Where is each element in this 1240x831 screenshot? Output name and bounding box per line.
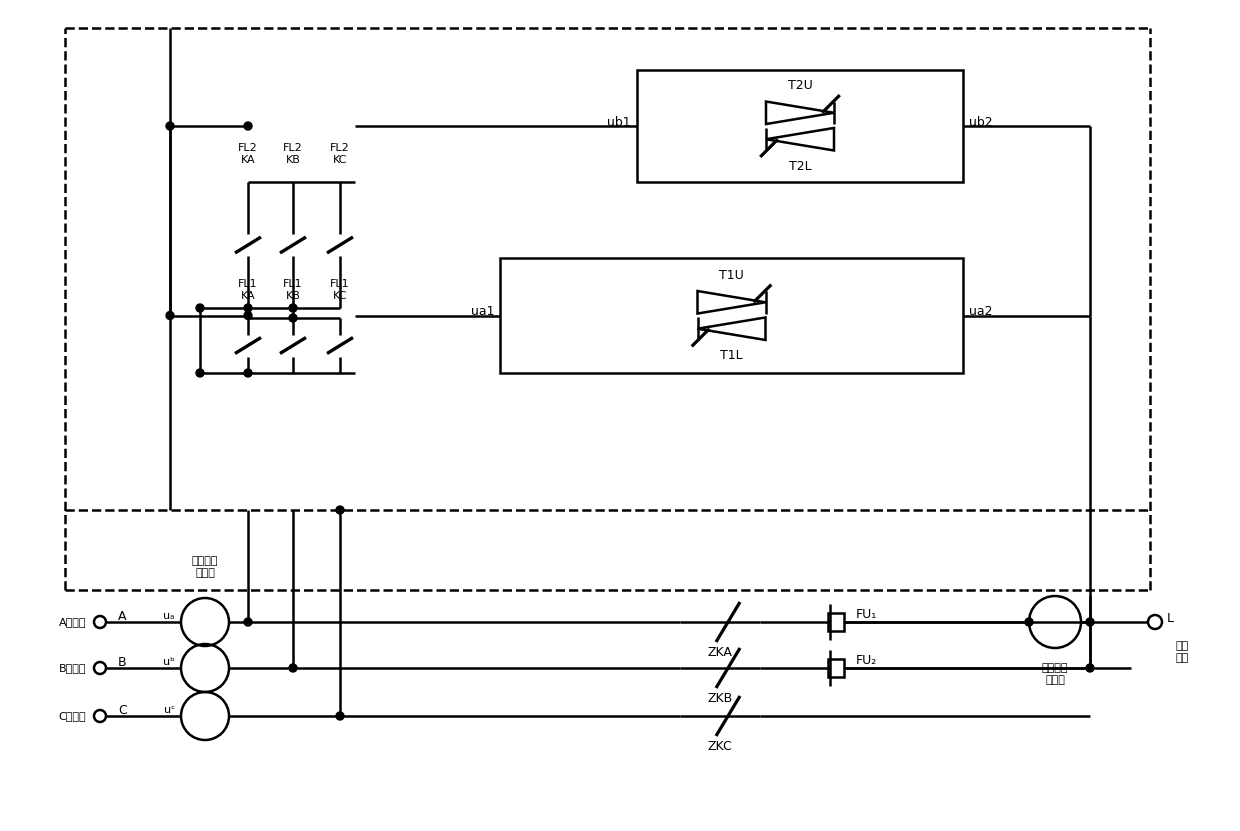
Circle shape: [1025, 618, 1033, 626]
Circle shape: [244, 618, 252, 626]
Text: FU₁: FU₁: [856, 607, 877, 621]
Text: FL2
KA: FL2 KA: [238, 143, 258, 165]
Circle shape: [336, 712, 343, 720]
Text: 单相电流
互感器: 单相电流 互感器: [1042, 663, 1068, 685]
Circle shape: [166, 312, 174, 319]
Text: uₐ: uₐ: [164, 611, 175, 621]
Text: B相端子: B相端子: [58, 663, 86, 673]
Circle shape: [244, 304, 252, 312]
Text: FL1
KB: FL1 KB: [283, 279, 303, 301]
Text: A: A: [118, 609, 126, 622]
Text: 三相电压
互感器: 三相电压 互感器: [192, 556, 218, 578]
Text: B: B: [118, 656, 126, 668]
Text: T2U: T2U: [787, 79, 812, 92]
Bar: [828, 659, 844, 677]
Circle shape: [1086, 618, 1094, 626]
Bar: [637, 70, 963, 182]
Circle shape: [196, 369, 205, 377]
Circle shape: [244, 122, 252, 130]
Text: FL1
KC: FL1 KC: [330, 279, 350, 301]
Circle shape: [289, 304, 298, 312]
Circle shape: [196, 304, 205, 312]
Bar: [500, 258, 963, 373]
Text: uᵇ: uᵇ: [164, 657, 175, 667]
Text: FL1
KA: FL1 KA: [238, 279, 258, 301]
Text: ZKB: ZKB: [707, 691, 733, 705]
Text: T2L: T2L: [789, 160, 811, 173]
Circle shape: [289, 664, 298, 672]
Text: T1L: T1L: [720, 350, 743, 362]
Text: 负荷
端子: 负荷 端子: [1176, 642, 1188, 663]
Text: uᶜ: uᶜ: [164, 705, 175, 715]
Text: L: L: [1167, 612, 1174, 625]
Text: FL2
KB: FL2 KB: [283, 143, 303, 165]
Bar: [828, 613, 844, 631]
Circle shape: [1086, 664, 1094, 672]
Text: C: C: [118, 704, 126, 716]
Circle shape: [244, 369, 252, 377]
Text: A相端子: A相端子: [58, 617, 86, 627]
Text: ZKC: ZKC: [708, 740, 733, 753]
Text: T1U: T1U: [719, 268, 744, 282]
Text: ub2: ub2: [968, 116, 993, 129]
Text: C相端子: C相端子: [58, 711, 86, 721]
Text: FL2
KC: FL2 KC: [330, 143, 350, 165]
Circle shape: [336, 506, 343, 514]
Circle shape: [166, 122, 174, 130]
Text: ua2: ua2: [968, 305, 992, 318]
Circle shape: [244, 312, 252, 319]
Text: ZKA: ZKA: [708, 646, 733, 658]
Text: ua1: ua1: [470, 305, 494, 318]
Text: FU₂: FU₂: [856, 653, 877, 666]
Text: ub1: ub1: [608, 116, 631, 129]
Circle shape: [289, 314, 298, 322]
